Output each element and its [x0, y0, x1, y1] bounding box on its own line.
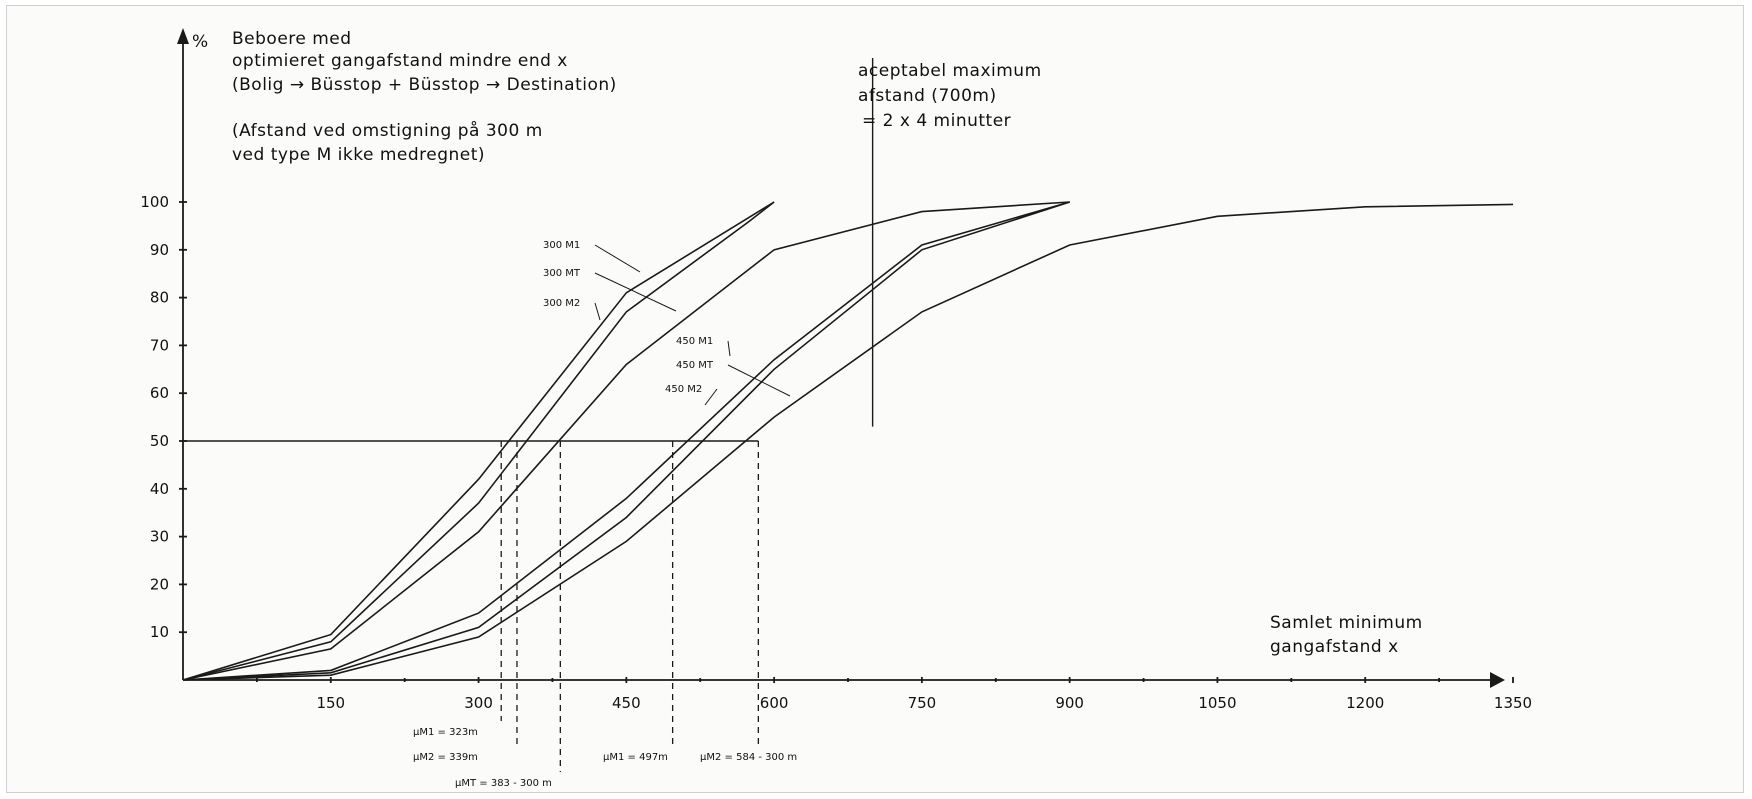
- median-label: μM2 = 584 - 300 m: [700, 752, 797, 763]
- y-tick-label: 40: [150, 480, 169, 498]
- x-tick-label: 1350: [1494, 694, 1532, 712]
- series-label: 300 M2: [543, 298, 580, 309]
- note-line-2: ved type M ikke medregnet): [232, 145, 485, 165]
- series-line-0: [182, 201, 775, 681]
- x-tick-label: 750: [908, 694, 937, 712]
- labels: 300 M1 300 MT 300 M2 450 M1 450 MT 450 M2: [543, 240, 791, 406]
- y-tick-label: 80: [150, 289, 169, 307]
- series-label-leader: [727, 340, 731, 357]
- x-axis-arrowhead: [1490, 672, 1505, 688]
- series-label: 450 M2: [665, 384, 702, 395]
- y-tick-label: 100: [140, 193, 169, 211]
- axis-ticks: 150 300 450 600 750 900 1050 1200 1350 10 20 30 40 50…: [140, 193, 1532, 712]
- x-axis-label-2: gangafstand x: [1270, 637, 1399, 657]
- x-tick-label: 450: [612, 694, 641, 712]
- series-label-leader: [704, 388, 718, 406]
- series-label-leader: [594, 244, 641, 273]
- y-tick-label: 10: [150, 623, 169, 641]
- median-label: μM1 = 497m: [603, 752, 668, 763]
- series-label-leader: [594, 272, 677, 312]
- x-axis-label-1: Samlet minimum: [1270, 613, 1423, 633]
- median-label: μMT = 383 - 300 m: [455, 778, 552, 789]
- series-label-leader: [594, 302, 601, 321]
- series-label-leader: [727, 364, 791, 397]
- y-tick-label: 20: [150, 575, 169, 593]
- series-line-2: [182, 201, 1070, 681]
- x-tick-label: 1200: [1346, 694, 1384, 712]
- y-tick-label: 50: [150, 432, 169, 450]
- vertical-ref-label-3: = 2 x 4 minutter: [862, 111, 1011, 131]
- median-label: μM1 = 323m: [413, 727, 478, 738]
- series-label: 450 M1: [676, 336, 713, 347]
- series-line-4: [182, 201, 1070, 681]
- y-tick-label: 90: [150, 241, 169, 259]
- title-line-1: Beboere med: [232, 29, 352, 49]
- note-line-1: (Afstand ved omstigning på 300 m: [232, 120, 543, 141]
- y-tick-label: 60: [150, 384, 169, 402]
- title-line-3: (Bolig → Büsstop + Büsstop → Destination…: [232, 75, 617, 95]
- y-tick-label: 30: [150, 528, 169, 546]
- series-label: 300 MT: [543, 268, 581, 279]
- y-axis-label: %: [192, 32, 209, 52]
- x-tick-label: 1050: [1198, 694, 1236, 712]
- series-line-5: [182, 203, 1514, 681]
- series-line-1: [182, 201, 775, 681]
- y-axis-arrowhead: [177, 28, 189, 44]
- vertical-ref-label-2: afstand (700m): [858, 86, 997, 106]
- x-tick-label: 300: [464, 694, 493, 712]
- vertical-ref-label-1: aceptabel maximum: [858, 61, 1042, 81]
- curves: [182, 201, 1514, 681]
- x-tick-label: 600: [760, 694, 789, 712]
- median-markers: μM1 = 323m μM2 = 339m μMT = 383 - 300 m μM1…: [413, 441, 797, 789]
- series-label: 450 MT: [676, 360, 714, 371]
- x-tick-label: 900: [1055, 694, 1084, 712]
- y-tick-label: 70: [150, 336, 169, 354]
- chart-frame: [6, 5, 1744, 793]
- title-line-2: optimieret gangafstand mindre end x: [232, 51, 568, 71]
- median-label: μM2 = 339m: [413, 752, 478, 763]
- series-line-3: [182, 201, 1070, 681]
- series-label: 300 M1: [543, 240, 580, 251]
- reference-lines: [183, 58, 874, 442]
- axes: [177, 28, 1505, 688]
- x-tick-label: 150: [316, 694, 345, 712]
